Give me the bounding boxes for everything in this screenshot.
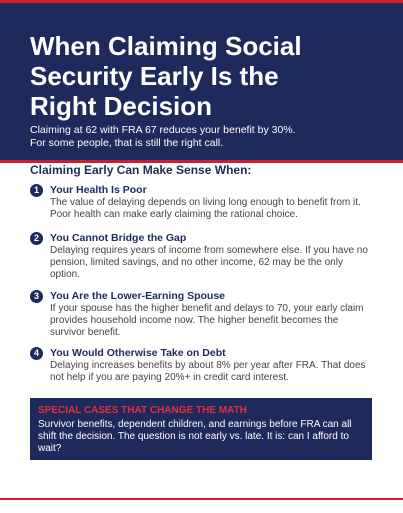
title-line: Security Early Is the <box>30 61 279 91</box>
item-body: The value of delaying depends on living … <box>50 197 361 220</box>
item-number: 4 <box>30 347 43 360</box>
divider <box>0 160 403 163</box>
subtitle-line: For some people, that is still the right… <box>30 137 224 149</box>
header: When Claiming Social Security Early Is t… <box>0 0 403 160</box>
item-title: You Would Otherwise Take on Debt <box>50 347 226 359</box>
item-number: 1 <box>30 184 43 197</box>
title-line: When Claiming Social <box>30 31 302 61</box>
section-heading: Claiming Early Can Make Sense When: <box>30 163 252 177</box>
callout-body: Survivor benefits, dependent children, a… <box>38 419 352 454</box>
item-body: If your spouse has the higher benefit an… <box>50 303 364 338</box>
item-body: Delaying requires years of income from s… <box>50 245 368 280</box>
item-title: You Cannot Bridge the Gap <box>50 232 187 244</box>
item-number: 2 <box>30 232 43 245</box>
callout-heading: SPECIAL CASES THAT CHANGE THE MATH <box>38 405 247 416</box>
title-line: Right Decision <box>30 91 213 121</box>
item-title: You Are the Lower-Earning Spouse <box>50 290 226 302</box>
item-body: Delaying increases benefits by about 8% … <box>50 360 366 383</box>
footer-rule <box>0 498 403 500</box>
subtitle-line: Claiming at 62 with FRA 67 reduces your … <box>30 124 296 136</box>
item-title: Your Health Is Poor <box>50 184 147 196</box>
item-number: 3 <box>30 290 43 303</box>
callout: SPECIAL CASES THAT CHANGE THE MATH Survi… <box>30 398 372 460</box>
